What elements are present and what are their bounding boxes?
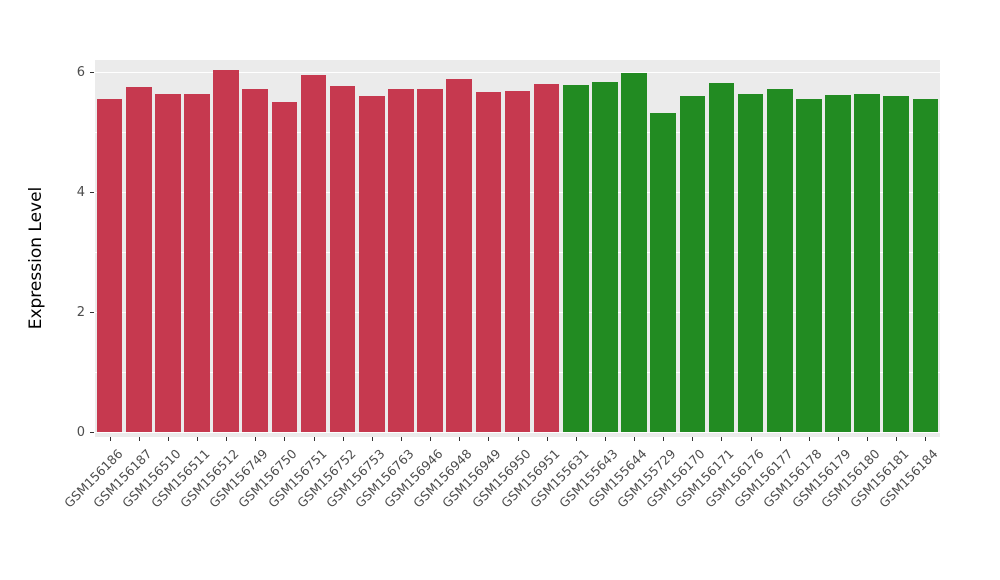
- bar-GSM156753: [358, 96, 385, 432]
- x-tick-mark: [604, 437, 606, 441]
- plot-panel: [95, 60, 940, 437]
- bar-GSM156751: [300, 75, 327, 432]
- bar-GSM156171: [708, 83, 735, 432]
- x-tick-mark: [838, 437, 840, 441]
- x-tick-mark: [721, 437, 723, 441]
- x-tick-mark: [255, 437, 257, 441]
- y-tick-mark: [90, 312, 94, 313]
- bar-GSM156510: [155, 94, 181, 432]
- y-tick-label: 2: [76, 305, 85, 320]
- bar-GSM156186: [96, 99, 123, 432]
- y-tick-label: 0: [76, 425, 85, 440]
- x-tick-mark: [779, 437, 781, 441]
- bar-GSM156749: [242, 88, 269, 432]
- bar-GSM156511: [184, 94, 210, 432]
- y-tick-label: 4: [76, 185, 85, 200]
- x-tick-mark: [196, 437, 198, 441]
- gridline-major: [95, 72, 940, 74]
- bar-GSM156170: [679, 96, 706, 432]
- x-tick-mark: [517, 437, 519, 441]
- x-tick-mark: [459, 437, 461, 441]
- y-tick-mark: [90, 72, 94, 73]
- bar-GSM156752: [329, 86, 356, 432]
- x-tick-mark: [400, 437, 402, 441]
- x-tick-mark: [692, 437, 694, 441]
- x-tick-mark: [109, 437, 111, 441]
- x-tick-mark: [750, 437, 752, 441]
- bar-GSM156946: [417, 88, 443, 432]
- x-tick-mark: [925, 437, 927, 441]
- x-tick-mark: [663, 437, 665, 441]
- bar-GSM156179: [825, 94, 851, 432]
- y-axis-title: Expression Level: [26, 186, 46, 330]
- bar-GSM156951: [533, 84, 560, 432]
- bar-GSM156176: [737, 93, 764, 432]
- x-tick-mark: [634, 437, 636, 441]
- x-tick-mark: [167, 437, 169, 441]
- x-tick-mark: [342, 437, 344, 441]
- y-tick-mark: [90, 192, 94, 193]
- x-tick-mark: [896, 437, 898, 441]
- bar-GSM156512: [213, 70, 239, 432]
- x-tick-mark: [430, 437, 432, 441]
- x-tick-mark: [867, 437, 869, 441]
- bar-GSM156949: [475, 91, 502, 432]
- bar-GSM155729: [650, 112, 676, 432]
- x-tick-mark: [546, 437, 548, 441]
- x-tick-mark: [808, 437, 810, 441]
- x-tick-mark: [138, 437, 140, 441]
- bar-GSM156180: [854, 94, 880, 432]
- bar-GSM156181: [883, 96, 910, 432]
- bar-GSM156184: [912, 99, 939, 432]
- y-tick-label: 6: [76, 65, 85, 80]
- bar-GSM156763: [388, 88, 414, 432]
- bar-GSM156177: [766, 88, 793, 432]
- bar-GSM156750: [271, 102, 298, 432]
- x-tick-mark: [226, 437, 228, 441]
- bar-GSM156178: [796, 99, 822, 432]
- bar-GSM156187: [125, 87, 152, 432]
- x-tick-mark: [284, 437, 286, 441]
- gridline-major: [95, 432, 940, 434]
- bar-GSM156950: [504, 90, 531, 432]
- x-tick-mark: [313, 437, 315, 441]
- y-tick-mark: [90, 432, 94, 433]
- x-tick-mark: [371, 437, 373, 441]
- bar-GSM155643: [592, 82, 618, 432]
- bar-GSM155644: [621, 73, 647, 432]
- x-tick-mark: [575, 437, 577, 441]
- bar-GSM155631: [562, 85, 589, 432]
- bar-GSM156948: [446, 79, 473, 432]
- x-tick-mark: [488, 437, 490, 441]
